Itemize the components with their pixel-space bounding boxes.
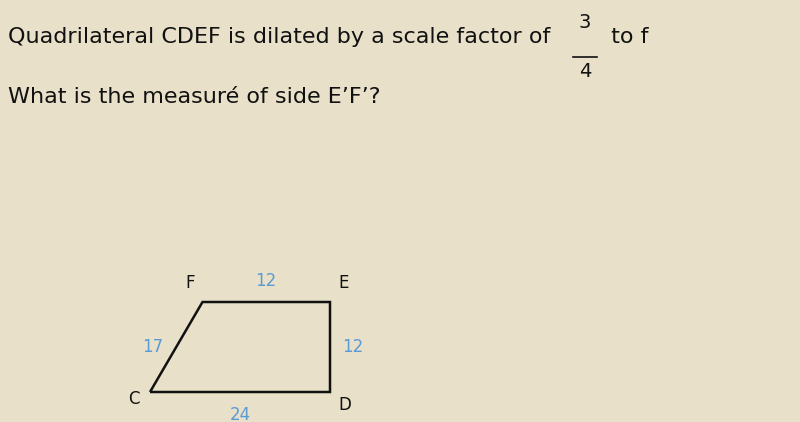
Text: 4: 4 — [579, 62, 591, 81]
Text: to f: to f — [604, 27, 649, 47]
Text: E: E — [338, 274, 348, 292]
Text: 12: 12 — [342, 338, 363, 356]
Text: F: F — [185, 274, 194, 292]
Text: 17: 17 — [142, 338, 163, 356]
Text: 24: 24 — [230, 406, 250, 422]
Text: 3: 3 — [579, 13, 591, 32]
Text: D: D — [338, 396, 351, 414]
Text: C: C — [129, 390, 140, 408]
Text: 12: 12 — [256, 272, 277, 290]
Text: What is the measuré of side E’F’?: What is the measuré of side E’F’? — [8, 87, 381, 107]
Text: Quadrilateral CDEF is dilated by a scale factor of: Quadrilateral CDEF is dilated by a scale… — [8, 27, 558, 47]
